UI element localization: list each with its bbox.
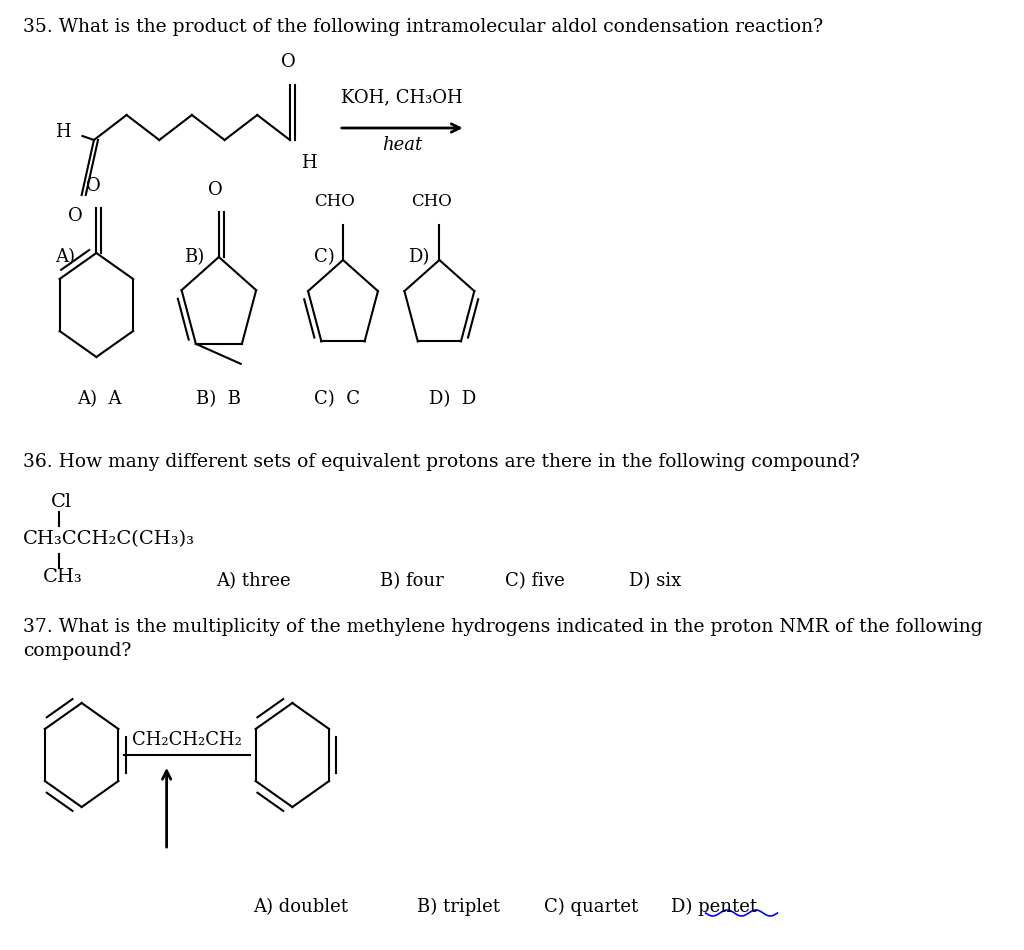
Text: O: O [86, 177, 100, 195]
Text: CH₃: CH₃ [42, 568, 82, 586]
Text: D)  D: D) D [429, 390, 476, 408]
Text: O: O [68, 207, 83, 225]
Text: B): B) [183, 248, 204, 266]
Text: A): A) [55, 248, 76, 266]
Text: Cl: Cl [50, 493, 72, 511]
Text: C) quartet: C) quartet [544, 898, 638, 916]
Text: 36. How many different sets of equivalent protons are there in the following com: 36. How many different sets of equivalen… [23, 453, 859, 471]
Text: B) triplet: B) triplet [417, 898, 500, 916]
Text: D) pentet: D) pentet [672, 898, 758, 916]
Text: C): C) [314, 248, 335, 266]
Text: O: O [281, 53, 296, 71]
Text: A) three: A) three [216, 572, 291, 590]
Text: 35. What is the product of the following intramolecular aldol condensation react: 35. What is the product of the following… [23, 18, 823, 36]
Text: C) five: C) five [505, 572, 564, 590]
Text: B)  B: B) B [196, 390, 241, 408]
Text: O: O [208, 181, 223, 199]
Text: KOH, CH₃OH: KOH, CH₃OH [341, 88, 463, 106]
Text: B) four: B) four [380, 572, 443, 590]
Text: A)  A: A) A [78, 390, 122, 408]
Text: H: H [55, 123, 71, 141]
Text: D): D) [409, 248, 430, 266]
Text: CHO: CHO [314, 193, 355, 210]
Text: D) six: D) six [629, 572, 681, 590]
Text: CH₃CCH₂C(CH₃)₃: CH₃CCH₂C(CH₃)₃ [23, 530, 195, 548]
Text: CH₂CH₂CH₂: CH₂CH₂CH₂ [132, 731, 242, 749]
Text: CHO: CHO [411, 193, 452, 210]
Text: H: H [301, 154, 317, 172]
Text: heat: heat [382, 136, 422, 154]
Text: 37. What is the multiplicity of the methylene hydrogens indicated in the proton : 37. What is the multiplicity of the meth… [23, 618, 982, 636]
Text: C)  C: C) C [314, 390, 360, 408]
Text: compound?: compound? [23, 642, 131, 660]
Text: A) doublet: A) doublet [253, 898, 348, 916]
